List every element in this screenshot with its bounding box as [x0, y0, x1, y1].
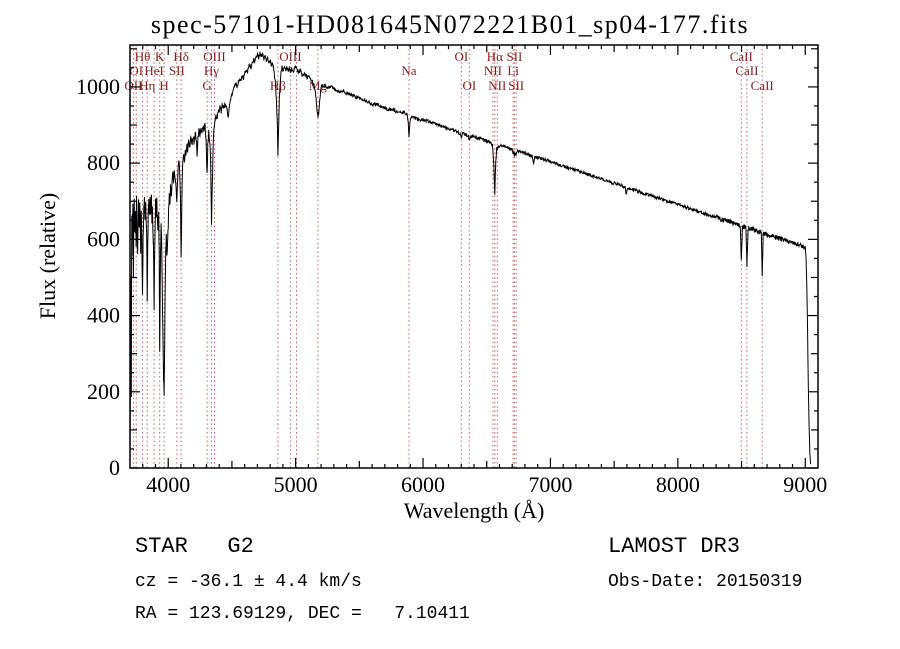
spectral-line-label: H	[159, 78, 168, 93]
spectral-line-label: G	[202, 78, 211, 93]
x-tick-label: 7000	[528, 472, 572, 497]
spectral-line-label: Na	[401, 63, 416, 78]
y-tick-label: 200	[87, 379, 120, 404]
x-tick-label: 9000	[783, 472, 827, 497]
spectral-line-label: SII	[506, 49, 522, 64]
spectral-line-label: OIII	[279, 49, 301, 64]
spectral-line-label: Hγ	[204, 63, 219, 78]
spectral-line-label: CaII	[751, 78, 774, 93]
radial-velocity: cz = -36.1 ± 4.4 km/s	[135, 572, 362, 592]
spectral-line-label: SII	[508, 78, 524, 93]
y-tick-label: 400	[87, 303, 120, 328]
spectral-line-label: CaII	[735, 63, 758, 78]
spectral-line-label: Hη	[139, 78, 155, 93]
spectral-line-label: Li	[507, 63, 519, 78]
spectral-line-markers	[132, 45, 763, 468]
observation-date: Obs-Date: 20150319	[608, 572, 803, 592]
x-tick-label: 4000	[146, 472, 190, 497]
survey-release: LAMOST DR3	[608, 534, 741, 559]
spectrum-curve	[129, 51, 812, 465]
spectral-line-label: NII	[484, 63, 502, 78]
spectral-line-label: Hδ	[173, 49, 189, 64]
x-axis-label: Wavelength (Å)	[403, 498, 545, 523]
spectral-line-label: SII	[169, 63, 185, 78]
spectral-line-label: Hα	[487, 49, 503, 64]
spectral-line-label: OI	[462, 78, 476, 93]
spectral-line-label: OI	[454, 49, 468, 64]
x-tick-label: 6000	[401, 472, 445, 497]
y-axis-label: Flux (relative)	[35, 192, 60, 320]
spectral-line-label: CaII	[730, 49, 753, 64]
spectral-line-label: OIII	[203, 49, 225, 64]
spectral-line-label: Hθ	[135, 49, 151, 64]
x-tick-label: 8000	[656, 472, 700, 497]
y-tick-label: 800	[87, 150, 120, 175]
y-tick-label: 0	[109, 455, 120, 480]
spectral-line-label: Mg	[309, 78, 328, 93]
y-tick-labels: 0 200 400 600 800 1000	[76, 74, 120, 480]
plot-title: spec-57101-HD081645N072221B01_sp04-177.f…	[150, 10, 750, 39]
spectral-line-label: OII	[124, 78, 142, 93]
y-tick-label: 600	[87, 226, 120, 251]
x-tick-label: 5000	[274, 472, 318, 497]
spectral-line-label: NII	[488, 78, 506, 93]
spectral-line-labels: OIIOIHθHηHeIKHSIIHδGHγOIIIHβOIIIMgNaOIOI…	[124, 49, 773, 93]
plot-frame	[129, 44, 819, 469]
spectral-line-label: OI	[129, 63, 143, 78]
spectral-line-label: K	[155, 49, 165, 64]
y-tick-label: 1000	[76, 74, 120, 99]
spectral-line-label: Hβ	[270, 78, 286, 93]
coordinates: RA = 123.69129, DEC = 7.10411	[135, 604, 470, 624]
x-tick-labels: 4000 5000 6000 7000 8000 9000	[146, 472, 827, 497]
object-classification: STAR G2	[135, 534, 254, 559]
axis-ticks	[130, 45, 818, 469]
spectral-line-label: HeI	[144, 63, 164, 78]
